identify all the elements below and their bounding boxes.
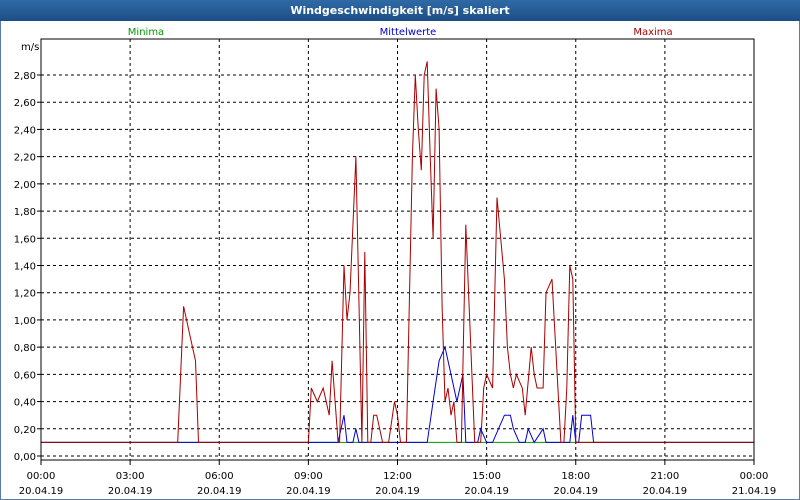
y-ticks: 0,00 0,20 0,40 0,60 0,80 1,00 1,20 1,40 1,60 1,80… bbox=[14, 71, 36, 463]
x-ticks: 00:00 20.04.19 03:00 20.04.19 06:00 20.04.19 0… bbox=[19, 471, 777, 497]
x-tick-date: 20.04.19 bbox=[286, 486, 331, 497]
x-tick-date: 20.04.19 bbox=[197, 486, 242, 497]
x-tick-date: 21.04.19 bbox=[732, 486, 777, 497]
x-tick-time: 21:00 bbox=[650, 471, 679, 482]
y-tick-label: 2,20 bbox=[14, 153, 36, 164]
legend-maxima: Maxima bbox=[633, 27, 672, 38]
x-tick-time: 15:00 bbox=[472, 471, 501, 482]
series-lines bbox=[41, 61, 754, 444]
x-tick-time: 00:00 bbox=[27, 471, 56, 482]
legend-mittelwerte: Mittelwerte bbox=[380, 27, 437, 38]
y-tick-label: 1,80 bbox=[14, 207, 36, 218]
x-tick-time: 03:00 bbox=[116, 471, 145, 482]
y-tick-label: 2,40 bbox=[14, 125, 36, 136]
window-title: Windgeschwindigkeit [m/s] skaliert bbox=[0, 0, 800, 21]
legend-minima: Minima bbox=[128, 27, 164, 38]
x-tick-date: 20.04.19 bbox=[553, 486, 598, 497]
y-tick-label: 0,00 bbox=[14, 452, 36, 463]
y-tick-label: 2,00 bbox=[14, 180, 36, 191]
y-tick-label: 1,20 bbox=[14, 289, 36, 300]
y-axis-unit: m/s bbox=[21, 42, 39, 53]
y-tick-label: 0,60 bbox=[14, 370, 36, 381]
y-tick-label: 1,40 bbox=[14, 262, 36, 273]
y-tick-label: 0,80 bbox=[14, 343, 36, 354]
series-line-mittelwerte bbox=[41, 345, 754, 444]
y-tick-label: 0,20 bbox=[14, 425, 36, 436]
x-tick-date: 20.04.19 bbox=[375, 486, 420, 497]
y-tick-label: 2,60 bbox=[14, 98, 36, 109]
y-tick-label: 1,60 bbox=[14, 234, 36, 245]
y-tick-label: 0,40 bbox=[14, 398, 36, 409]
x-tick-time: 00:00 bbox=[740, 471, 769, 482]
x-tick-time: 18:00 bbox=[561, 471, 590, 482]
y-tick-label: 1,00 bbox=[14, 316, 36, 327]
x-tick-time: 09:00 bbox=[294, 471, 323, 482]
x-tick-time: 06:00 bbox=[205, 471, 234, 482]
plot-area-border bbox=[40, 38, 755, 461]
grid bbox=[37, 39, 755, 465]
x-tick-time: 12:00 bbox=[383, 471, 412, 482]
x-tick-date: 20.04.19 bbox=[464, 486, 509, 497]
series-line-maxima bbox=[41, 61, 754, 443]
y-tick-label: 2,80 bbox=[14, 71, 36, 82]
x-tick-date: 20.04.19 bbox=[19, 486, 64, 497]
x-tick-date: 20.04.19 bbox=[643, 486, 688, 497]
x-tick-date: 20.04.19 bbox=[108, 486, 153, 497]
